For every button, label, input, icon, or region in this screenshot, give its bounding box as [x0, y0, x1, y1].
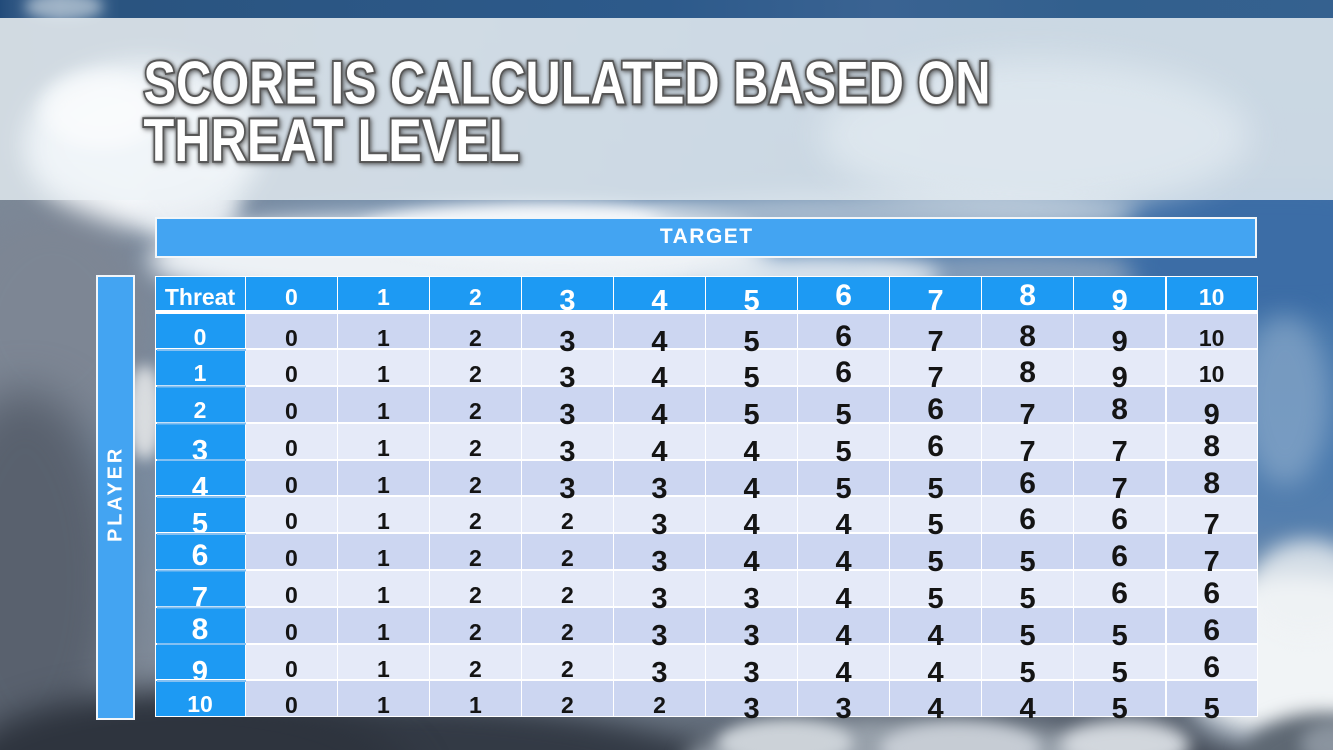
- svg-text:SCORE IS CALCULATED BASED ON: SCORE IS CALCULATED BASED ON: [144, 50, 991, 117]
- svg-text:THREAT LEVEL: THREAT LEVEL: [144, 107, 520, 174]
